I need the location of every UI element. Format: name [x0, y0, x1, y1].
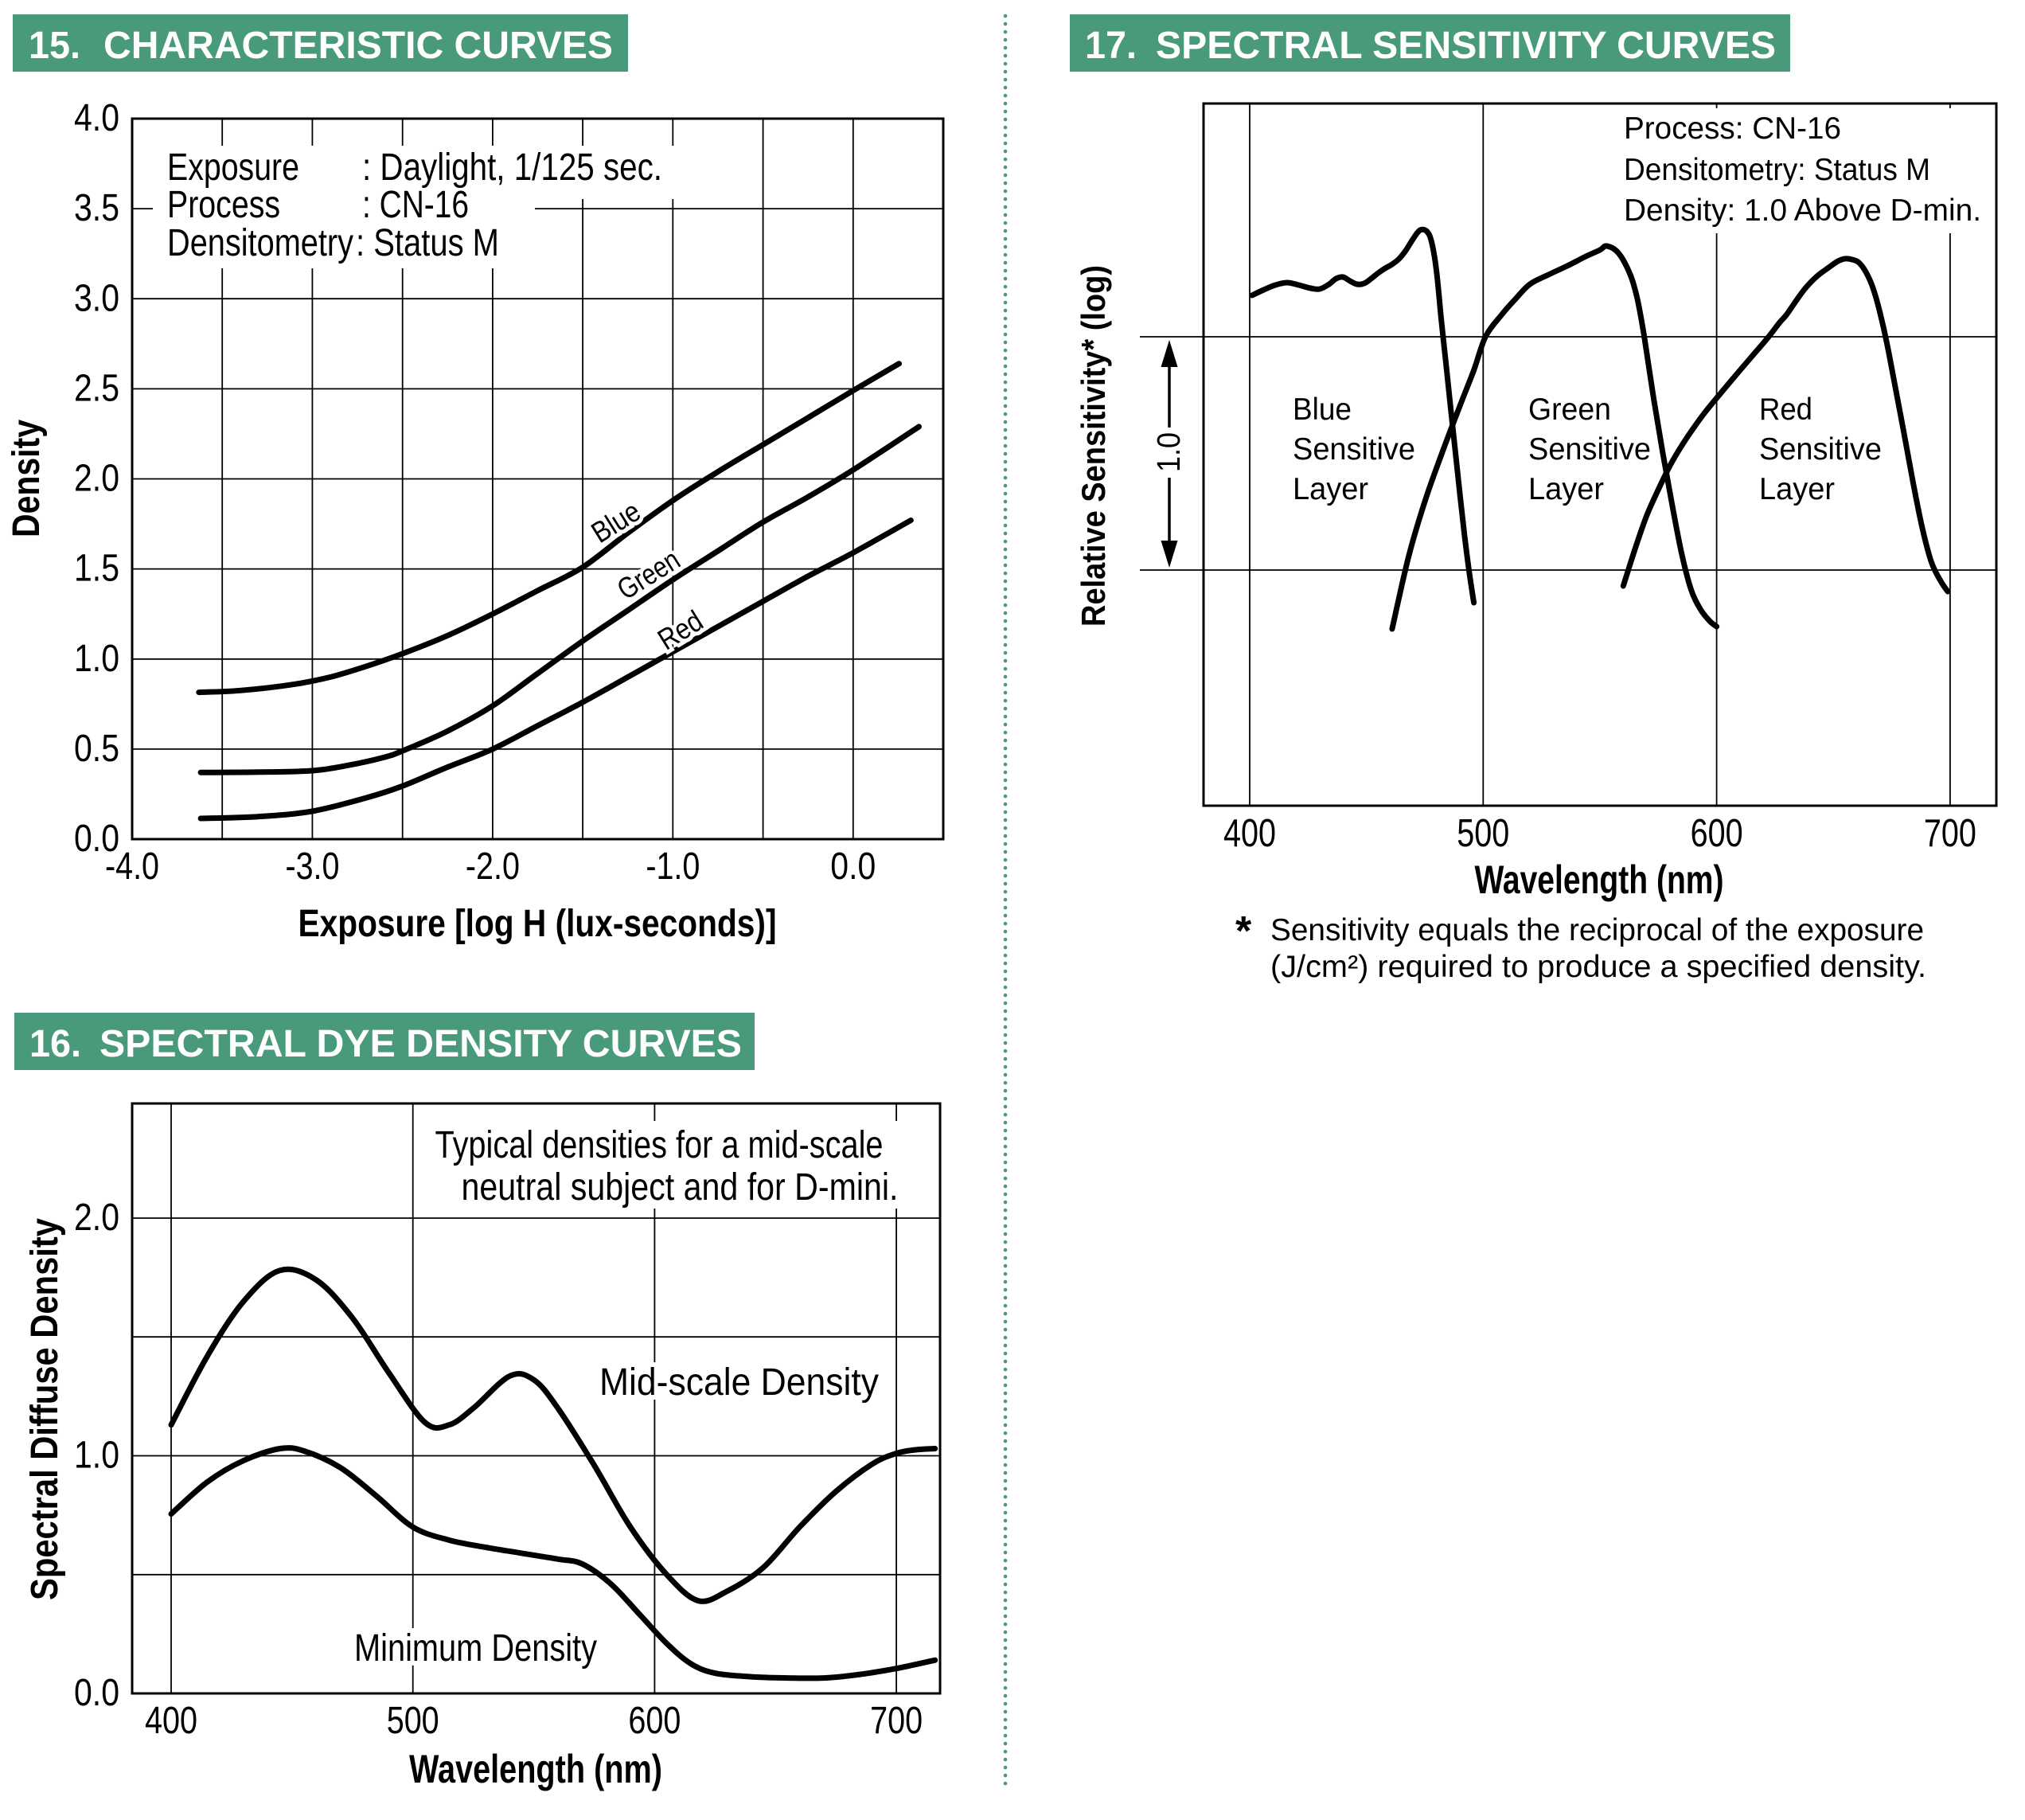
svg-text:Densitometry: Status M: Densitometry: Status M [1624, 153, 1930, 187]
svg-text:CHARACTERISTIC CURVES: CHARACTERISTIC CURVES [103, 25, 613, 67]
svg-text:Blue: Blue [1293, 393, 1352, 427]
svg-text:-2.0: -2.0 [466, 846, 520, 888]
svg-text:: CN-16: : CN-16 [362, 184, 469, 226]
svg-text:0.5: 0.5 [74, 728, 119, 770]
svg-text:Exposure: Exposure [167, 146, 299, 189]
svg-text:Mid-scale Density: Mid-scale Density [599, 1361, 879, 1404]
svg-text:Layer: Layer [1759, 472, 1835, 506]
svg-text:Green: Green [1528, 393, 1611, 427]
svg-text:-3.0: -3.0 [285, 846, 339, 888]
svg-text:Wavelength (nm): Wavelength (nm) [1475, 857, 1724, 902]
svg-text:1.5: 1.5 [74, 548, 119, 590]
svg-text:: Daylight, 1/125 sec.: : Daylight, 1/125 sec. [362, 146, 662, 189]
svg-text:: Status M: : Status M [356, 222, 499, 264]
svg-text:Minimum Density: Minimum Density [354, 1627, 597, 1670]
svg-text:15.: 15. [29, 25, 80, 67]
svg-text:2.5: 2.5 [74, 367, 119, 409]
svg-text:Layer: Layer [1293, 472, 1368, 506]
svg-text:Spectral Diffuse Density: Spectral Diffuse Density [24, 1218, 66, 1600]
svg-text:0.0: 0.0 [830, 846, 876, 888]
svg-text:Process: Process [167, 184, 280, 226]
svg-text:SPECTRAL DYE DENSITY CURVES: SPECTRAL DYE DENSITY CURVES [99, 1023, 742, 1065]
svg-text:-1.0: -1.0 [646, 846, 700, 888]
svg-text:2.0: 2.0 [74, 458, 119, 500]
svg-text:600: 600 [628, 1700, 681, 1742]
svg-text:Exposure [log H (lux-seconds)]: Exposure [log H (lux-seconds)] [298, 903, 777, 945]
svg-text:Sensitive: Sensitive [1528, 432, 1651, 467]
svg-text:17.: 17. [1085, 25, 1137, 67]
svg-text:Density: Density [6, 420, 48, 537]
svg-text:(J/cm²) required to produce a: (J/cm²) required to produce a specified … [1270, 950, 1926, 984]
svg-text:0.0: 0.0 [74, 1672, 119, 1714]
svg-text:Densitometry: Densitometry [167, 222, 353, 264]
svg-text:500: 500 [387, 1700, 439, 1742]
svg-text:*: * [1235, 908, 1252, 955]
svg-text:Wavelength (nm): Wavelength (nm) [409, 1747, 662, 1791]
svg-text:Sensitivity equals the recipro: Sensitivity equals the reciprocal of the… [1270, 913, 1924, 947]
svg-text:Sensitive: Sensitive [1759, 432, 1882, 467]
svg-text:Density: 1.0 Above D-min.: Density: 1.0 Above D-min. [1624, 193, 1981, 228]
svg-text:700: 700 [1924, 812, 1976, 855]
svg-text:400: 400 [145, 1700, 197, 1742]
svg-text:0.0: 0.0 [74, 818, 119, 860]
svg-text:1.0: 1.0 [1150, 432, 1187, 472]
svg-text:600: 600 [1691, 812, 1743, 855]
svg-text:3.0: 3.0 [74, 277, 119, 319]
svg-text:16.: 16. [29, 1023, 81, 1065]
svg-text:-4.0: -4.0 [105, 846, 159, 888]
svg-text:Layer: Layer [1528, 472, 1604, 506]
svg-text:1.0: 1.0 [74, 638, 119, 680]
svg-text:Blue: Blue [586, 494, 646, 549]
svg-text:Typical densities for a mid-sc: Typical densities for a mid-scale [435, 1124, 884, 1166]
svg-text:neutral subject and for D-mini: neutral subject and for D-mini. [462, 1166, 899, 1209]
svg-text:Red: Red [1759, 393, 1812, 427]
svg-text:500: 500 [1457, 812, 1509, 855]
svg-text:Process: CN-16: Process: CN-16 [1624, 111, 1841, 146]
svg-text:Sensitive: Sensitive [1293, 432, 1415, 467]
svg-text:3.5: 3.5 [74, 187, 119, 229]
svg-text:400: 400 [1223, 812, 1276, 855]
svg-text:Relative Sensitivity* (log): Relative Sensitivity* (log) [1075, 265, 1112, 627]
svg-text:SPECTRAL SENSITIVITY CURVES: SPECTRAL SENSITIVITY CURVES [1156, 25, 1776, 67]
svg-text:4.0: 4.0 [74, 97, 119, 139]
svg-text:Red: Red [652, 604, 708, 657]
svg-text:700: 700 [870, 1700, 923, 1742]
svg-text:1.0: 1.0 [74, 1435, 119, 1477]
svg-text:2.0: 2.0 [74, 1197, 119, 1239]
